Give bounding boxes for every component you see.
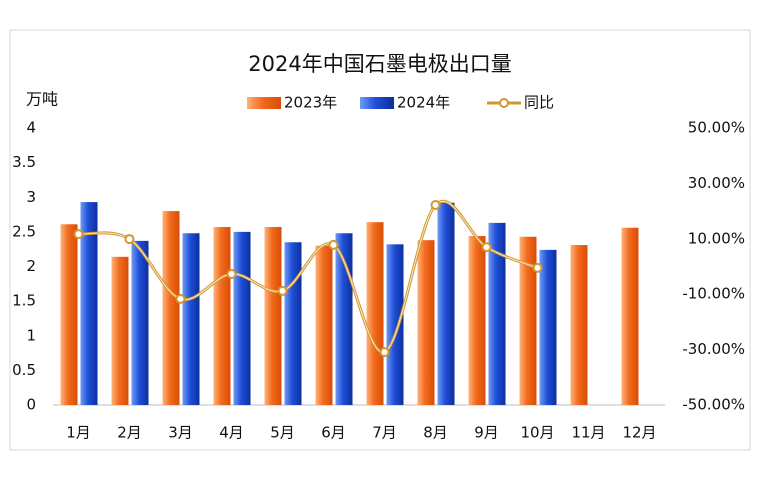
line-point bbox=[379, 347, 390, 358]
y-tick-label: 4 bbox=[26, 119, 36, 137]
bar bbox=[468, 236, 486, 405]
bar bbox=[213, 227, 231, 405]
x-tick-label: 11月 bbox=[571, 424, 605, 442]
x-tick-label: 12月 bbox=[622, 424, 656, 442]
bar bbox=[182, 233, 200, 405]
y-tick-label: 3.5 bbox=[12, 153, 36, 171]
y-tick-label: 2.5 bbox=[12, 222, 36, 240]
x-tick-label: 6月 bbox=[321, 424, 346, 442]
y-tick-label: 0 bbox=[26, 396, 36, 414]
x-tick-label: 5月 bbox=[270, 424, 295, 442]
x-tick-label: 4月 bbox=[219, 424, 244, 442]
line-point bbox=[226, 268, 237, 279]
x-tick-label: 8月 bbox=[423, 424, 448, 442]
legend-label: 2024年 bbox=[397, 94, 450, 112]
bar bbox=[366, 222, 384, 405]
bar bbox=[111, 256, 129, 405]
legend-swatch bbox=[247, 97, 281, 109]
line-point bbox=[277, 285, 288, 296]
line-highlight bbox=[78, 201, 538, 353]
x-tick-label: 1月 bbox=[66, 424, 91, 442]
y2-tick-label: 10.00% bbox=[688, 229, 745, 247]
bar bbox=[284, 242, 302, 405]
bar bbox=[539, 249, 557, 405]
line-point bbox=[124, 234, 135, 245]
line-point bbox=[73, 229, 84, 240]
bar bbox=[162, 211, 180, 405]
x-tick-label: 2月 bbox=[117, 424, 142, 442]
x-tick-label: 3月 bbox=[168, 424, 193, 442]
chart-title: 2024年中国石墨电极出口量 bbox=[248, 52, 511, 76]
y-tick-label: 1 bbox=[26, 326, 36, 344]
legend-swatch bbox=[499, 98, 509, 108]
y2-tick-label: 50.00% bbox=[688, 119, 745, 137]
bar bbox=[80, 202, 98, 405]
bar bbox=[315, 245, 333, 405]
y-tick-label: 1.5 bbox=[12, 292, 36, 310]
y2-tick-label: -10.00% bbox=[682, 285, 745, 303]
bar bbox=[131, 240, 149, 405]
y2-tick-label: 30.00% bbox=[688, 174, 745, 192]
x-tick-label: 10月 bbox=[520, 424, 554, 442]
bar bbox=[519, 236, 537, 405]
bar bbox=[570, 245, 588, 405]
legend-label: 同比 bbox=[524, 94, 554, 112]
bar bbox=[417, 240, 435, 405]
line-point bbox=[175, 293, 186, 304]
bar bbox=[386, 244, 404, 405]
y-tick-label: 0.5 bbox=[12, 361, 36, 379]
x-tick-label: 9月 bbox=[474, 424, 499, 442]
line-point bbox=[328, 239, 339, 250]
line-point bbox=[532, 262, 543, 273]
line-point bbox=[481, 242, 492, 253]
legend-label: 2023年 bbox=[284, 94, 337, 112]
bar bbox=[264, 227, 282, 405]
bar bbox=[621, 227, 639, 405]
x-tick-label: 7月 bbox=[372, 424, 397, 442]
bar bbox=[488, 222, 506, 405]
y-tick-label: 3 bbox=[26, 188, 36, 206]
bar bbox=[60, 224, 78, 405]
bar bbox=[233, 231, 251, 405]
line-point bbox=[430, 200, 441, 211]
y2-tick-label: -30.00% bbox=[682, 340, 745, 358]
legend-swatch bbox=[360, 97, 394, 109]
bar bbox=[437, 202, 455, 405]
y-tick-label: 2 bbox=[26, 257, 36, 275]
y-axis-label: 万吨 bbox=[26, 90, 58, 109]
y2-tick-label: -50.00% bbox=[682, 396, 745, 414]
